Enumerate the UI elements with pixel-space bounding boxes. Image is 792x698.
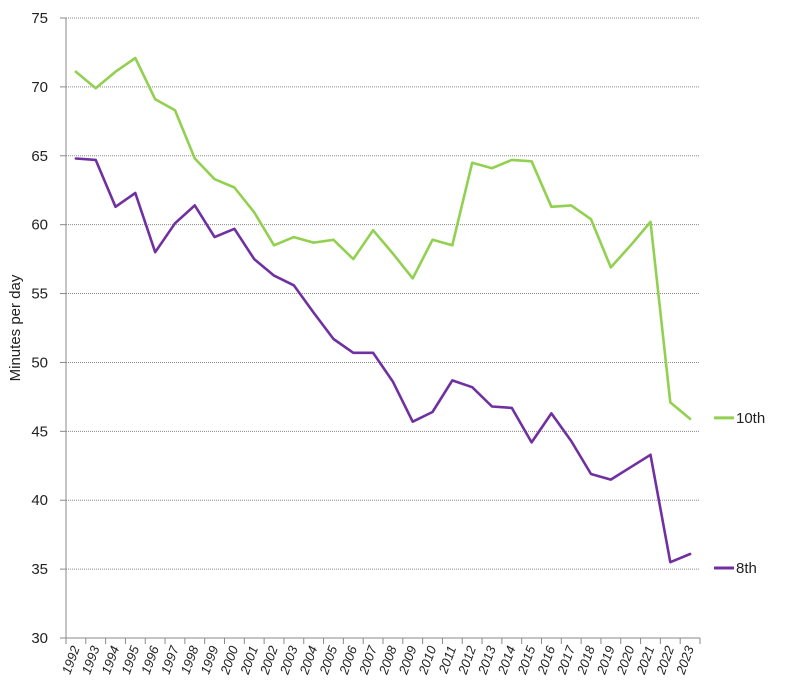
y-tick-label: 55 [31, 286, 48, 303]
y-tick-label: 50 [31, 354, 48, 371]
y-axis-label: Minutes per day [7, 274, 24, 381]
y-tick-labels: 30 35 40 45 50 55 60 65 70 75 [31, 10, 48, 647]
y-tick-label: 70 [31, 79, 48, 96]
axes [60, 17, 701, 644]
legend-label: 10th [736, 410, 765, 427]
legend: 10th 8th [714, 410, 765, 577]
y-tick-label: 30 [31, 630, 48, 647]
series-line-8th [74, 157, 692, 564]
x-tick-label: 2010 [415, 643, 440, 677]
y-tick-label: 35 [31, 561, 48, 578]
y-tick-label: 60 [31, 217, 48, 234]
x-tick-label: 2023 [673, 643, 698, 677]
gridlines [66, 17, 700, 570]
y-tick-label: 40 [31, 492, 48, 509]
series-line-10th [74, 56, 692, 421]
y-tick-label: 65 [31, 148, 48, 165]
x-tick-labels: 1992199319941995199619971998199920002001… [59, 643, 697, 677]
y-tick-label: 75 [31, 10, 48, 27]
legend-label: 8th [736, 560, 757, 577]
series-lines [74, 56, 692, 564]
y-tick-label: 45 [31, 423, 48, 440]
